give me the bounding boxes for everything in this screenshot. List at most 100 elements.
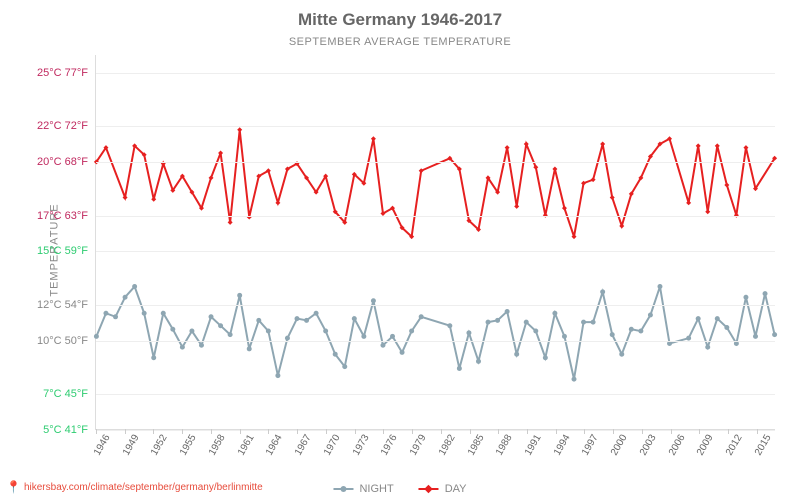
y-tick-label: 12°C 54°F [37,299,96,311]
x-tick-mark [613,429,614,434]
data-point [705,209,710,214]
x-tick-mark [211,429,212,434]
y-tick-label: 5°C 41°F [43,424,96,436]
data-point [743,145,748,150]
x-tick-label: 1955 [178,433,199,458]
x-tick-label: 1970 [322,433,343,458]
x-tick-mark [498,429,499,434]
data-point [552,166,557,171]
data-point [275,200,280,205]
data-point [657,284,662,289]
x-tick-label: 1982 [437,433,458,458]
data-point [753,334,758,339]
data-point [591,177,596,182]
data-point [314,311,319,316]
data-point [113,314,118,319]
data-point [371,298,376,303]
x-tick-mark [240,429,241,434]
data-point [696,143,701,148]
legend-item-night: NIGHT [333,483,393,495]
data-point [524,320,529,325]
x-tick-mark [728,429,729,434]
data-point [266,329,271,334]
grid-line [96,251,775,252]
data-point [419,314,424,319]
data-point [552,311,557,316]
map-pin-icon: 📍 [6,480,21,494]
data-point [619,352,624,357]
data-point [591,320,596,325]
data-point [275,373,280,378]
x-tick-label: 1949 [121,433,142,458]
data-point [103,311,108,316]
data-point [304,318,309,323]
data-point [247,346,252,351]
x-tick-mark [326,429,327,434]
grid-line [96,305,775,306]
data-point [763,291,768,296]
y-tick-label: 17°C 63°F [37,210,96,222]
data-point [724,183,729,188]
data-point [457,366,462,371]
x-tick-mark [441,429,442,434]
x-tick-label: 1976 [379,433,400,458]
data-point [562,206,567,211]
x-tick-mark [671,429,672,434]
x-tick-label: 1979 [408,433,429,458]
data-point [199,343,204,348]
data-point [180,345,185,350]
x-tick-mark [297,429,298,434]
data-point [705,345,710,350]
x-tick-label: 2006 [667,433,688,458]
footer-link[interactable]: hikersbay.com/climate/september/germany/… [24,482,263,493]
data-point [209,314,214,319]
data-point [505,145,510,150]
data-point [696,316,701,321]
data-point [600,289,605,294]
y-tick-label: 15°C 59°F [37,245,96,257]
legend: NIGHT DAY [333,483,466,495]
y-tick-label: 7°C 45°F [43,388,96,400]
chart-title: Mitte Germany 1946-2017 [0,10,800,30]
x-tick-mark [355,429,356,434]
data-point [562,334,567,339]
data-point [743,295,748,300]
data-point [209,175,214,180]
data-point [123,195,128,200]
data-point [572,377,577,382]
x-tick-label: 2015 [753,433,774,458]
y-tick-label: 22°C 72°F [37,120,96,132]
x-tick-label: 1997 [580,433,601,458]
data-point [486,320,491,325]
chart-lines [96,55,775,429]
chart-container: Mitte Germany 1946-2017 SEPTEMBER AVERAG… [0,0,800,500]
y-tick-label: 25°C 77°F [37,67,96,79]
data-point [572,234,577,239]
data-point [667,341,672,346]
data-point [151,197,156,202]
x-tick-label: 1961 [236,433,257,458]
grid-line [96,162,775,163]
plot-area: 5°C 41°F7°C 45°F10°C 50°F12°C 54°F15°C 5… [95,55,775,430]
y-tick-label: 10°C 50°F [37,335,96,347]
x-tick-label: 1988 [494,433,515,458]
data-point [581,320,586,325]
x-tick-mark [182,429,183,434]
data-point [505,309,510,314]
x-tick-label: 1985 [465,433,486,458]
data-point [218,150,223,155]
data-point [390,334,395,339]
data-point [610,195,615,200]
data-point [170,327,175,332]
data-point [132,284,137,289]
x-tick-mark [527,429,528,434]
x-tick-label: 1967 [293,433,314,458]
x-tick-label: 1952 [149,433,170,458]
x-tick-label: 1946 [92,433,113,458]
x-tick-mark [268,429,269,434]
data-point [514,352,519,357]
data-point [400,350,405,355]
data-point [619,223,624,228]
x-tick-label: 1973 [351,433,372,458]
data-point [648,313,653,318]
